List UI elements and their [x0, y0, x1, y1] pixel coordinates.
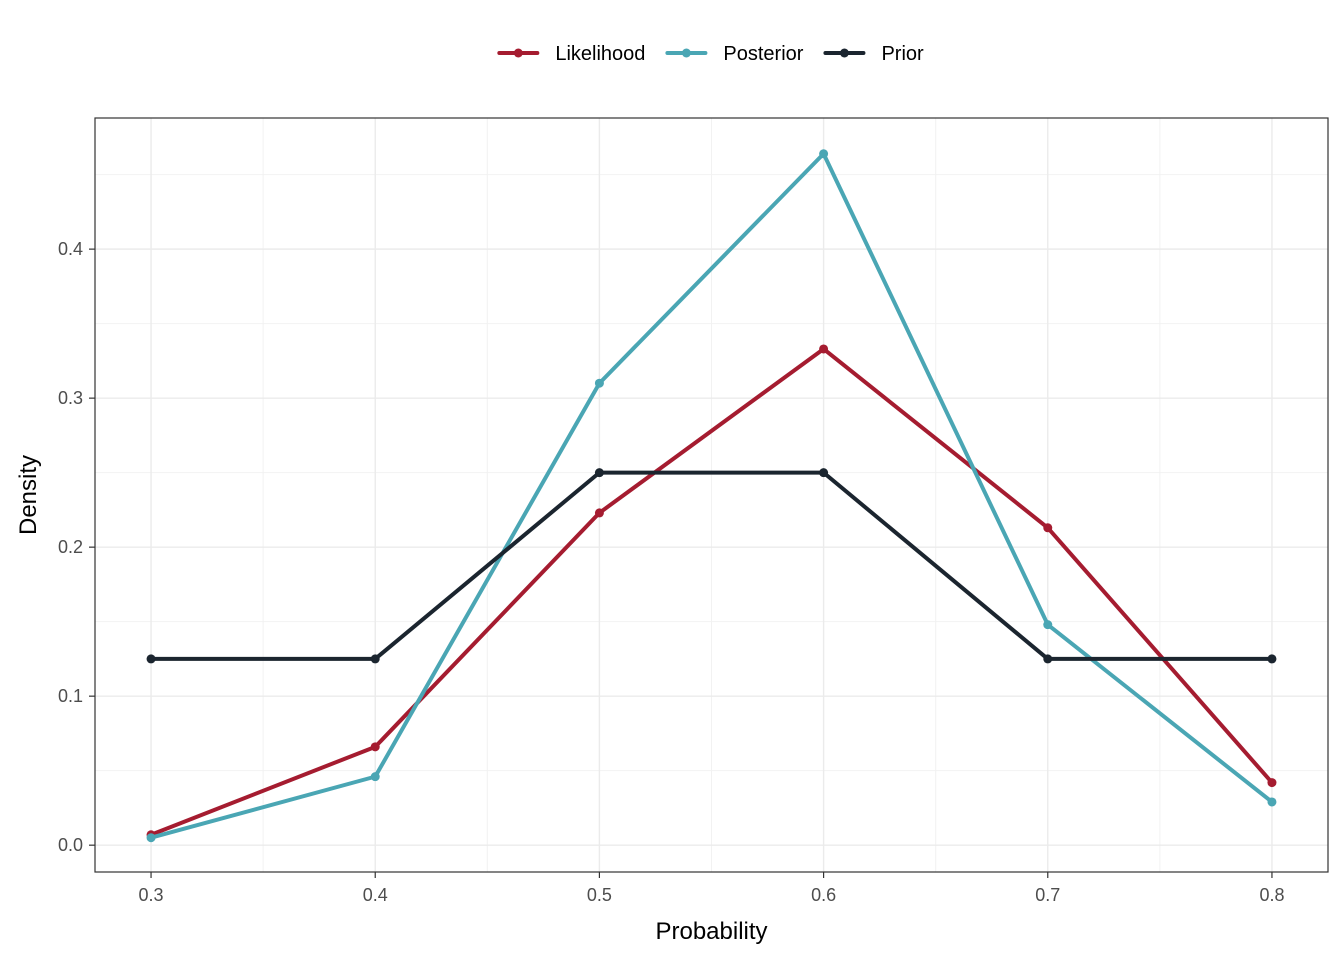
y-tick-label: 0.4: [58, 239, 83, 259]
y-tick-label: 0.2: [58, 537, 83, 557]
x-tick-label: 0.8: [1259, 885, 1284, 905]
series-likelihood: [146, 344, 1277, 840]
series-posterior: [146, 149, 1277, 843]
data-point-prior: [594, 468, 604, 478]
data-point-likelihood: [370, 742, 380, 752]
data-point-prior: [370, 654, 380, 664]
x-tick-label: 0.5: [587, 885, 612, 905]
data-point-likelihood: [594, 508, 604, 518]
y-tick-label: 0.0: [58, 835, 83, 855]
legend: Likelihood Posterior Prior: [497, 43, 924, 65]
legend-label-posterior: Posterior: [723, 43, 803, 65]
data-point-prior: [1267, 654, 1277, 664]
data-point-posterior: [146, 833, 156, 843]
series-line-prior: [149, 470, 1274, 661]
legend-item-likelihood: Likelihood: [497, 43, 645, 65]
data-point-likelihood: [1267, 778, 1277, 788]
data-point-likelihood: [819, 344, 829, 354]
x-tick-label: 0.4: [363, 885, 388, 905]
x-axis: 0.3 0.4 0.5 0.6 0.7 0.8: [139, 872, 1284, 905]
legend-item-posterior: Posterior: [665, 43, 804, 65]
data-point-posterior: [819, 149, 829, 159]
x-axis-title: Probability: [655, 918, 767, 945]
series-line-likelihood: [149, 346, 1274, 837]
series-prior: [146, 468, 1277, 664]
series-layer: [146, 149, 1277, 843]
y-tick-label: 0.1: [58, 686, 83, 706]
data-point-posterior: [1043, 620, 1053, 630]
data-point-prior: [1043, 654, 1053, 664]
panel-border: [94, 117, 1329, 873]
legend-item-prior: Prior: [823, 43, 924, 65]
legend-label-prior: Prior: [881, 43, 924, 65]
x-tick-label: 0.6: [811, 885, 836, 905]
data-point-posterior: [594, 378, 604, 388]
x-tick-label: 0.7: [1035, 885, 1060, 905]
x-tick-label: 0.3: [139, 885, 164, 905]
y-tick-label: 0.3: [58, 388, 83, 408]
data-point-posterior: [370, 772, 380, 782]
data-point-prior: [819, 468, 829, 478]
legend-key-posterior: [665, 48, 708, 58]
y-axis: 0.0 0.1 0.2 0.3 0.4: [58, 239, 95, 855]
legend-label-likelihood: Likelihood: [555, 43, 645, 65]
grid-minor: [95, 118, 1328, 872]
data-point-posterior: [1267, 797, 1277, 807]
y-axis-title: Density: [15, 455, 42, 535]
legend-key-prior: [823, 48, 866, 58]
data-point-prior: [146, 654, 156, 664]
grid-major: [95, 118, 1328, 872]
series-line-posterior: [149, 151, 1274, 840]
legend-key-likelihood: [497, 48, 540, 58]
data-point-likelihood: [1043, 523, 1053, 533]
